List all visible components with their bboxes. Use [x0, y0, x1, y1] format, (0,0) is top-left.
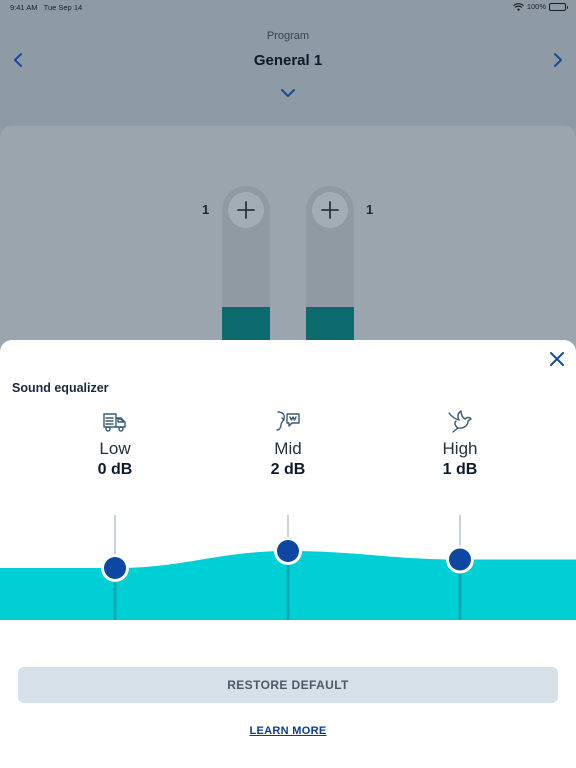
bird-icon: [448, 410, 472, 433]
band-low-name: Low: [99, 439, 131, 458]
equalizer-graph[interactable]: [0, 505, 576, 625]
band-high-name: High: [442, 439, 478, 458]
program-dropdown-button[interactable]: [278, 85, 298, 101]
band-mid: Mid 2 dB: [218, 408, 358, 479]
status-clock: 9:41 AM: [10, 3, 38, 12]
band-high-value: 1 dB: [442, 461, 478, 478]
band-handle-low[interactable]: [101, 554, 129, 582]
sheet-title: Sound equalizer: [12, 381, 109, 395]
band-low: Low 0 dB: [45, 408, 185, 479]
battery-percentage: 100%: [526, 2, 546, 11]
speech-icon: [276, 411, 300, 431]
band-low-value: 0 dB: [97, 461, 133, 478]
left-volume-slider[interactable]: [222, 186, 270, 356]
next-program-button[interactable]: [548, 50, 568, 70]
status-bar: 9:41 AM Tue Sep 14 100%: [0, 0, 576, 16]
band-handle-mid[interactable]: [274, 537, 302, 565]
chevron-down-icon: [281, 89, 295, 97]
band-mid-name: Mid: [274, 439, 302, 458]
right-volume-value: 1: [366, 202, 374, 217]
status-time: 9:41 AM Tue Sep 14: [10, 3, 82, 12]
right-volume-plus-button[interactable]: [312, 192, 348, 228]
status-date: Tue Sep 14: [43, 3, 83, 12]
truck-icon: [103, 413, 126, 432]
battery-icon: [549, 2, 568, 11]
band-mid-value: 2 dB: [270, 461, 306, 478]
previous-program-button[interactable]: [8, 50, 28, 70]
program-name: General 1: [253, 52, 323, 69]
chevron-right-icon: [554, 53, 562, 67]
restore-default-button[interactable]: RESTORE DEFAULT: [18, 667, 558, 703]
plus-icon: [237, 201, 255, 219]
learn-more-link[interactable]: LEARN MORE: [249, 725, 327, 737]
status-indicators: 100%: [512, 2, 568, 11]
plus-icon: [321, 201, 339, 219]
band-high: High 1 dB: [390, 408, 530, 479]
band-handle-high[interactable]: [446, 545, 474, 574]
right-volume-slider[interactable]: [306, 186, 354, 356]
wifi-icon: [512, 2, 524, 11]
chevron-left-icon: [14, 53, 22, 67]
close-button[interactable]: [546, 348, 568, 370]
close-icon: [550, 352, 564, 366]
left-volume-value: 1: [202, 202, 210, 217]
left-volume-plus-button[interactable]: [228, 192, 264, 228]
program-label: Program: [266, 30, 310, 42]
